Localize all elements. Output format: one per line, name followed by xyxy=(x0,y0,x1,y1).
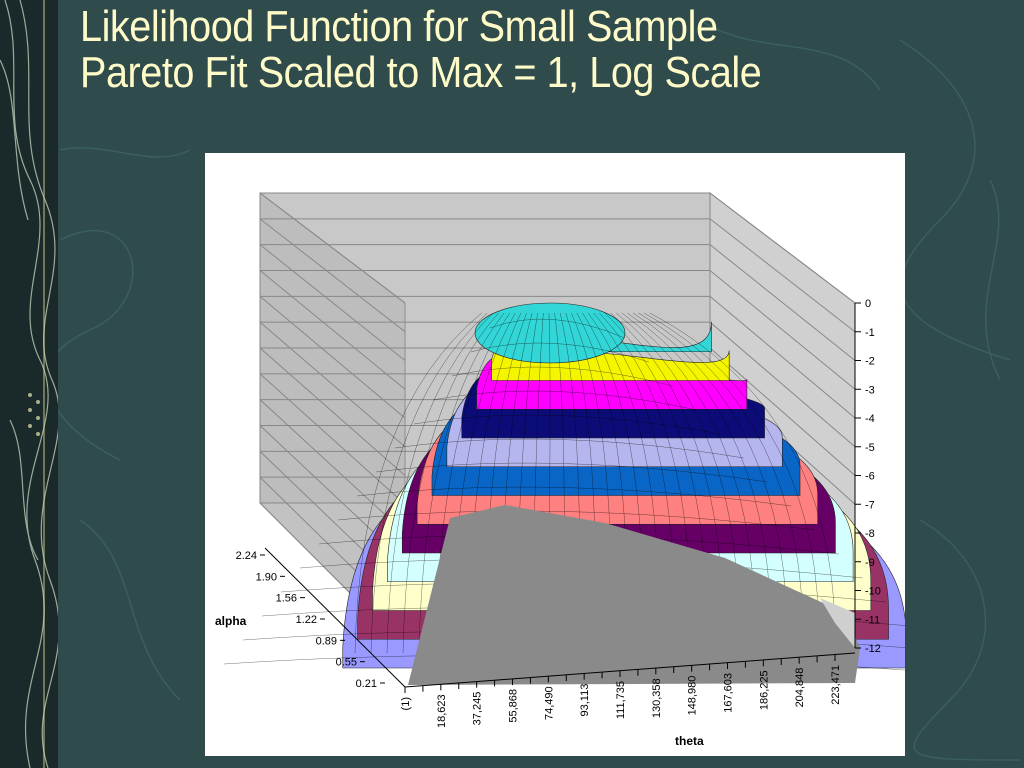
z-tick-label: -12 xyxy=(865,643,881,655)
side-wall-gridline xyxy=(709,270,856,390)
y-tick-label: 1.56 xyxy=(276,593,297,605)
left-wall-gridline xyxy=(259,399,406,534)
z-tick-label: -1 xyxy=(865,327,875,339)
surface-chart-svg: 0 -1 -2 -3 -4 -5 -6 -7 -8 -9 -10 -11 -12 (1) 18,623 37… xyxy=(215,191,905,748)
x-tick-label: 93,113 xyxy=(579,684,591,717)
left-wall-gridline xyxy=(259,295,406,419)
mesh-line xyxy=(354,312,482,654)
mesh-line xyxy=(638,312,804,654)
side-wall-gridline xyxy=(709,244,856,361)
y-tick-label: 0.89 xyxy=(316,635,337,647)
mesh-line xyxy=(375,462,768,483)
mesh-line xyxy=(356,486,792,507)
x-axis-line xyxy=(404,652,856,688)
x-tick-label: 18,623 xyxy=(436,694,448,728)
z-tick-label: -10 xyxy=(865,586,881,598)
y-tick-label: 1.22 xyxy=(296,614,317,626)
left-wall-gridline xyxy=(259,192,406,304)
x-tick-label: 111,735 xyxy=(615,681,627,719)
z-tick-label: -7 xyxy=(865,499,875,511)
left-wall-gridline xyxy=(259,244,406,361)
x-axis: (1) 18,623 37,245 55,868 74,490 93,113 111,735… xyxy=(400,652,856,748)
left-wall-gridline xyxy=(259,218,406,333)
y-axis-line xyxy=(264,547,406,688)
z-tick-label: 0 xyxy=(865,298,871,310)
mesh-line xyxy=(413,414,721,435)
z-tick-label: -6 xyxy=(865,471,875,483)
z-tick-label: -2 xyxy=(865,356,875,368)
left-wall-gridline xyxy=(259,373,406,505)
z-axis: 0 -1 -2 -3 -4 -5 -6 -7 -8 -9 -10 -11 -12 xyxy=(854,298,881,655)
y-tick-label: 1.90 xyxy=(256,571,277,583)
slide-title-line-1: Likelihood Function for Small Sample xyxy=(80,2,718,51)
left-wall-gridline xyxy=(259,270,406,390)
mesh-line xyxy=(489,318,626,339)
side-wall-gridline xyxy=(709,321,856,448)
right-floor-edge xyxy=(820,598,855,648)
side-wall-gridline xyxy=(709,192,856,304)
z-tick-label: -8 xyxy=(865,528,875,540)
left-decorative-strip xyxy=(0,0,58,768)
mesh-line xyxy=(337,510,816,531)
x-tick-label: (1) xyxy=(400,697,412,710)
z-tick-label: -5 xyxy=(865,442,875,454)
mesh-line xyxy=(649,312,836,654)
mesh-line xyxy=(418,312,505,654)
mesh-line xyxy=(402,312,499,654)
z-tick-label: -4 xyxy=(865,413,875,425)
y-axis: 2.24 1.90 1.56 1.22 0.89 0.55 0.21 alpha xyxy=(215,547,406,690)
x-axis-title: theta xyxy=(675,734,704,748)
y-tick-label: 2.24 xyxy=(236,550,257,562)
z-tick-label: -3 xyxy=(865,384,875,396)
x-tick-label: 204,848 xyxy=(794,668,806,708)
surface-chart: 0 -1 -2 -3 -4 -5 -6 -7 -8 -9 -10 -11 -12 (1) 18,623 37… xyxy=(205,153,905,756)
side-wall-gridline xyxy=(709,218,856,333)
x-tick-label: 130,358 xyxy=(651,678,663,718)
x-tick-label: 55,868 xyxy=(508,689,520,723)
x-tick-label: 167,603 xyxy=(723,673,735,713)
x-tick-label: 223,471 xyxy=(830,665,842,705)
mesh-line xyxy=(432,390,697,411)
slide-title-line-2: Pareto Fit Scaled to Max = 1, Log Scale xyxy=(80,48,762,97)
mesh-line xyxy=(451,366,673,387)
x-tick-label: 186,225 xyxy=(758,670,770,710)
mesh-line xyxy=(470,342,649,363)
side-wall-gridline xyxy=(709,347,856,476)
left-wall-gridline xyxy=(259,347,406,476)
z-tick-label: -9 xyxy=(865,557,875,569)
y-tick-label: 0.21 xyxy=(356,678,377,690)
mesh-line xyxy=(370,312,488,654)
side-wall-gridline xyxy=(709,295,856,419)
mesh-line xyxy=(644,312,820,654)
z-tick-label: -11 xyxy=(865,614,880,626)
x-tick-label: 37,245 xyxy=(472,692,484,726)
x-tick-label: 148,980 xyxy=(687,676,699,716)
mesh-line xyxy=(394,438,744,459)
y-axis-title: alpha xyxy=(215,614,247,628)
front-floor-face xyxy=(408,505,860,685)
y-tick-label: 0.55 xyxy=(336,657,357,669)
mesh-line xyxy=(386,312,494,654)
slide-title: Likelihood Function for Small Sample Par… xyxy=(80,2,762,97)
x-tick-label: 74,490 xyxy=(543,686,555,720)
